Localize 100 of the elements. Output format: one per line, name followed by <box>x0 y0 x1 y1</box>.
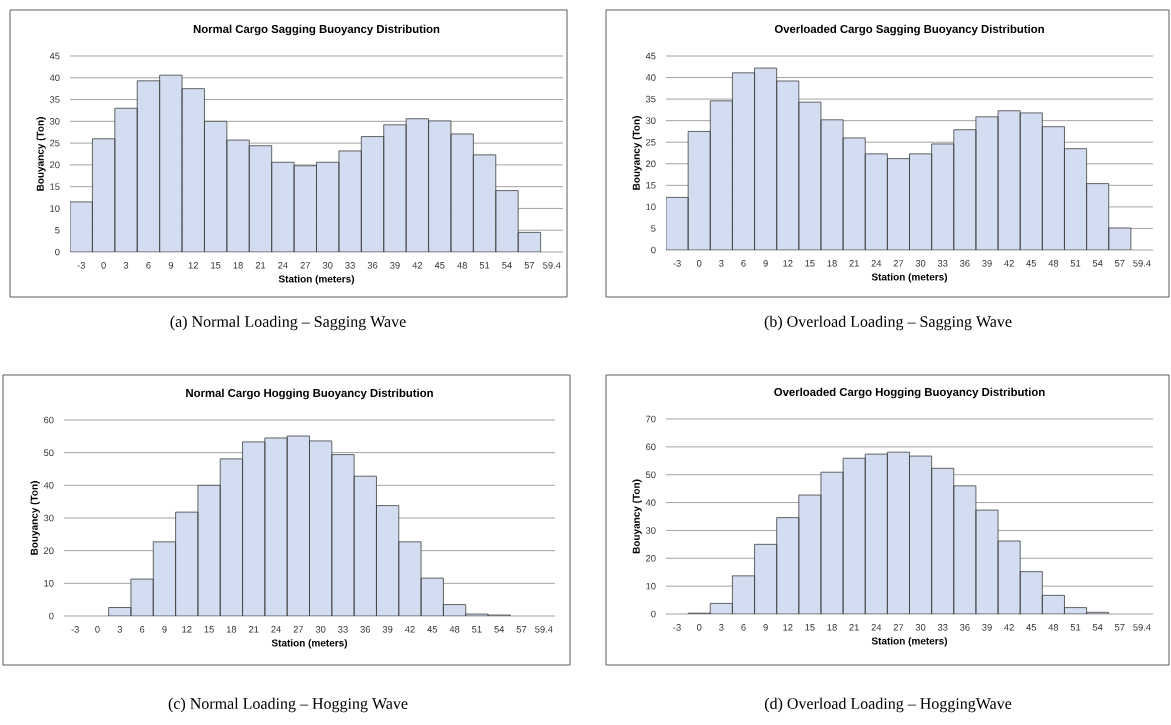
x-tick-label: 0 <box>696 260 702 267</box>
x-tick-label: 27 <box>293 626 304 633</box>
x-tick-label: 6 <box>146 262 151 269</box>
y-tick-label: 40 <box>43 482 54 489</box>
y-tick-label: 70 <box>646 415 656 423</box>
y-tick-label: 20 <box>646 555 656 562</box>
y-tick-label: 0 <box>651 246 656 254</box>
x-tick-label: 21 <box>849 260 859 267</box>
x-tick-label: 24 <box>278 262 288 269</box>
text: (b) Overload Loading – Sagging Wave <box>764 315 1012 331</box>
x-tick-label: 12 <box>783 624 793 631</box>
x-tick-label: 6 <box>741 260 746 267</box>
x-axis-title: Station (meters) <box>871 637 948 647</box>
x-tick-label: 3 <box>123 262 129 269</box>
x-tick-label: 9 <box>168 262 173 269</box>
y-tick-label: 25 <box>50 139 60 147</box>
x-tick-label: 9 <box>763 260 768 267</box>
x-tick-label: 54 <box>1092 260 1103 267</box>
x-tick-label: 45 <box>427 626 438 633</box>
x-tick-label: 30 <box>315 626 326 633</box>
x-tick-label: 59.4 <box>543 262 561 269</box>
x-tick-label: 54 <box>494 626 505 633</box>
y-tick-label: 45 <box>645 52 656 60</box>
x-tick-label: 9 <box>763 624 768 631</box>
x-tick-label: 45 <box>1026 260 1037 267</box>
x-tick-label: 48 <box>1048 260 1059 267</box>
x-tick-label: 15 <box>805 260 815 267</box>
x-tick-label: 15 <box>805 624 815 631</box>
text: (c) Normal Loading – Hogging Wave <box>168 697 408 713</box>
x-tick-label: 39 <box>982 260 992 267</box>
y-tick-label: 30 <box>49 118 60 125</box>
x-tick-label: 24 <box>271 626 281 633</box>
x-tick-label: 18 <box>827 624 837 631</box>
y-tick-label: 0 <box>49 612 54 620</box>
x-tick-label: 51 <box>472 626 482 633</box>
y-tick-label: 5 <box>55 226 60 234</box>
x-tick-label: 42 <box>1004 624 1014 631</box>
x-tick-label: 3 <box>117 626 122 633</box>
x-tick-label: 18 <box>226 626 237 633</box>
x-tick-label: 3 <box>719 260 724 267</box>
x-tick-label: 27 <box>300 262 311 269</box>
x-tick-label: 39 <box>982 624 992 631</box>
y-tick-label: 45 <box>49 52 60 60</box>
x-tick-label: 45 <box>1026 624 1037 631</box>
y-tick-label: 35 <box>49 96 60 103</box>
x-tick-label: 12 <box>188 262 198 269</box>
chart-title: Overloaded Cargo Hogging Buoyancy Distribution <box>774 387 1045 399</box>
y-axis-title: Bouyancy (Ton) <box>36 117 46 191</box>
y-tick-label: 20 <box>50 161 60 169</box>
y-tick-label: 10 <box>50 205 60 212</box>
y-tick-label: 60 <box>44 416 54 424</box>
x-tick-label: 30 <box>322 262 333 269</box>
x-tick-label: 21 <box>849 624 859 631</box>
y-tick-label: 30 <box>43 514 54 522</box>
x-axis-title: Station (meters) <box>271 639 348 649</box>
y-tick-label: 10 <box>646 203 656 211</box>
y-tick-label: 10 <box>646 582 656 590</box>
x-tick-label: 21 <box>248 626 259 633</box>
x-tick-label: 42 <box>1004 260 1014 267</box>
x-tick-label: 51 <box>1070 624 1081 631</box>
x-tick-label: 24 <box>871 624 882 631</box>
y-tick-label: 25 <box>646 138 656 146</box>
x-tick-label: -3 <box>77 262 85 269</box>
x-tick-label: 48 <box>457 262 467 269</box>
x-tick-label: 54 <box>502 262 512 269</box>
x-tick-label: 57 <box>516 626 527 633</box>
x-tick-label: 30 <box>915 260 926 267</box>
x-tick-label: 42 <box>404 626 415 633</box>
y-tick-label: 40 <box>49 74 60 82</box>
chart-title: Overloaded Cargo Sagging Buoyancy Distribution <box>774 24 1044 36</box>
text: (d) Overload Loading – HoggingWave <box>764 697 1012 713</box>
x-tick-label: -3 <box>673 624 681 631</box>
x-tick-label: 51 <box>479 262 490 269</box>
x-tick-label: 33 <box>937 260 948 267</box>
x-tick-label: 27 <box>893 260 904 267</box>
x-tick-label: 59.4 <box>535 626 553 633</box>
y-tick-label: 35 <box>645 95 656 103</box>
y-tick-label: 10 <box>44 580 54 587</box>
y-tick-label: 20 <box>44 547 54 554</box>
x-tick-label: 51 <box>1070 260 1081 267</box>
x-tick-label: 59.4 <box>1133 624 1151 631</box>
y-tick-label: 60 <box>646 443 656 451</box>
y-tick-label: 30 <box>645 117 656 124</box>
x-tick-label: 12 <box>182 626 192 633</box>
x-tick-label: 0 <box>95 626 100 633</box>
y-axis-title: Bouyancy (Ton) <box>632 479 642 554</box>
x-tick-label: 3 <box>719 624 724 631</box>
y-tick-label: 40 <box>645 499 656 506</box>
x-tick-label: 57 <box>1114 260 1125 267</box>
x-tick-label: 36 <box>367 262 378 269</box>
y-axis-title: Bouyancy (Ton) <box>632 116 642 190</box>
x-tick-label: 30 <box>915 624 926 631</box>
x-tick-label: 15 <box>204 626 214 633</box>
x-tick-label: 33 <box>338 626 348 633</box>
y-tick-label: 15 <box>50 183 60 190</box>
chart-title: Normal Cargo Sagging Buoyancy Distribution <box>193 24 440 36</box>
x-tick-label: 36 <box>960 260 970 267</box>
y-axis-title: Bouyancy (Ton) <box>30 481 40 555</box>
x-tick-label: 39 <box>390 262 400 269</box>
x-tick-label: 0 <box>696 624 702 631</box>
